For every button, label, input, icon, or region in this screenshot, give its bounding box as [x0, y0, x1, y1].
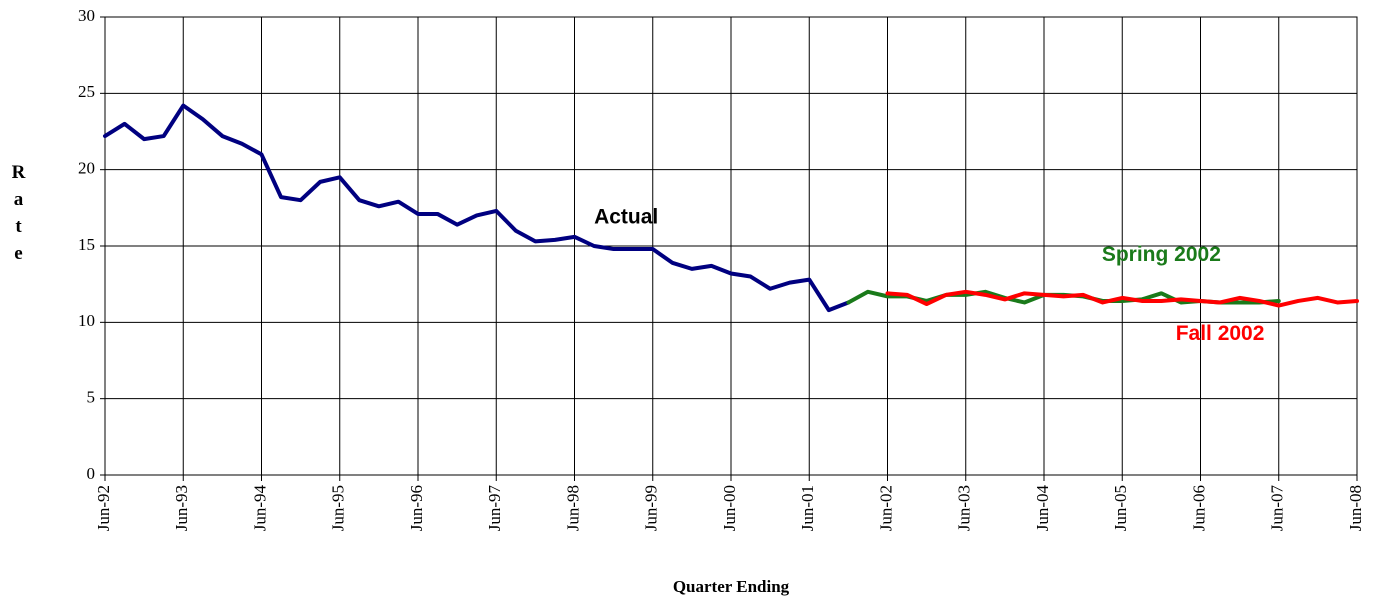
x-tick-label: Jun-95: [329, 485, 348, 531]
x-tick-label: Jun-97: [485, 485, 504, 532]
x-tick-label: Jun-03: [955, 485, 974, 531]
x-tick-label: Jun-01: [798, 485, 817, 531]
x-tick-label: Jun-92: [94, 485, 113, 531]
x-tick-label: Jun-00: [720, 485, 739, 531]
plot-border: [104, 16, 1358, 476]
series-line: [103, 103, 851, 313]
series-label: Spring 2002: [1102, 243, 1221, 266]
x-tick-label: Jun-06: [1189, 485, 1208, 531]
y-tick-label: 30: [78, 6, 95, 25]
x-axis-title: Quarter Ending: [673, 577, 790, 596]
y-tick-label: 20: [78, 159, 95, 178]
x-tick-label: Jun-94: [250, 485, 269, 532]
x-tick-label: Jun-04: [1033, 485, 1052, 532]
x-tick-label: Jun-99: [642, 485, 661, 531]
y-tick-label: 0: [87, 464, 96, 483]
x-tick-label: Jun-07: [1268, 485, 1287, 532]
y-axis-title: Rate: [8, 162, 29, 270]
series-label: Fall 2002: [1176, 322, 1265, 345]
x-tick-label: Jun-96: [407, 485, 426, 531]
y-tick-label: 5: [87, 388, 96, 407]
x-tick-label: Jun-05: [1111, 485, 1130, 531]
y-tick-label: 25: [78, 82, 95, 101]
series-label: Actual: [594, 206, 658, 229]
x-tick-label: Jun-98: [563, 485, 582, 531]
x-tick-label: Jun-02: [876, 485, 895, 531]
x-tick-label: Jun-93: [172, 485, 191, 531]
series-line: [885, 289, 1359, 308]
y-tick-label: 15: [78, 235, 95, 254]
x-tick-label: Jun-08: [1346, 485, 1365, 531]
y-tick-label: 10: [78, 311, 95, 330]
